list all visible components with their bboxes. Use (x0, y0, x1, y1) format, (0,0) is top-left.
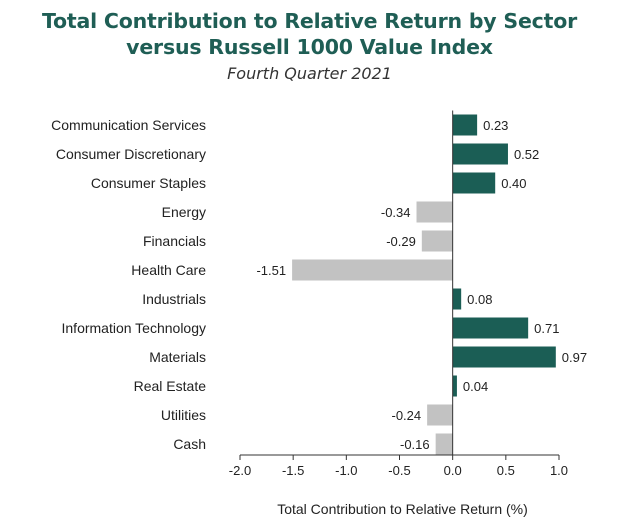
value-label: 0.71 (534, 321, 559, 336)
category-label: Energy (162, 204, 206, 220)
x-tick-label: 0.0 (444, 463, 462, 478)
category-label: Information Technology (62, 320, 207, 336)
category-label: Consumer Staples (91, 175, 206, 191)
x-tick-label: -1.5 (282, 463, 304, 478)
value-label: 0.04 (463, 379, 488, 394)
bar (452, 143, 508, 165)
category-label: Consumer Discretionary (56, 146, 206, 162)
value-label: 0.52 (514, 147, 539, 162)
bar (452, 114, 478, 136)
category-label: Utilities (161, 407, 206, 423)
chart-subtitle: Fourth Quarter 2021 (227, 64, 392, 83)
value-label: 0.40 (501, 176, 526, 191)
x-tick-label: 0.5 (497, 463, 515, 478)
category-label: Materials (149, 349, 206, 365)
category-label: Communication Services (51, 117, 206, 133)
bar (452, 375, 457, 397)
chart-title-line-1: Total Contribution to Relative Return by… (41, 9, 578, 33)
bar (452, 288, 462, 310)
value-label: -1.51 (256, 263, 286, 278)
bar (292, 259, 453, 281)
category-label: Health Care (131, 262, 206, 278)
value-label: 0.23 (483, 118, 508, 133)
bar (452, 317, 529, 339)
x-tick-label: -0.5 (388, 463, 410, 478)
value-label: -0.34 (381, 205, 411, 220)
value-label: 0.97 (562, 350, 587, 365)
bar (452, 172, 496, 194)
bar (416, 201, 453, 223)
category-label: Industrials (142, 291, 206, 307)
bar (421, 230, 453, 252)
title-block: Total Contribution to Relative Return by… (0, 8, 619, 86)
bar (427, 404, 453, 426)
x-tick-label: -1.0 (335, 463, 357, 478)
bar (452, 346, 556, 368)
x-tick-label: -2.0 (229, 463, 251, 478)
x-axis-title: Total Contribution to Relative Return (%… (277, 501, 528, 517)
x-tick-label: 1.0 (550, 463, 568, 478)
category-label: Financials (143, 233, 206, 249)
value-label: -0.29 (386, 234, 416, 249)
bar (435, 433, 453, 455)
value-label: -0.16 (400, 437, 430, 452)
chart-title-line-2: versus Russell 1000 Value Index (126, 35, 493, 59)
category-label: Real Estate (134, 378, 207, 394)
category-label: Cash (173, 436, 206, 452)
value-label: -0.24 (392, 408, 422, 423)
value-label: 0.08 (467, 292, 492, 307)
